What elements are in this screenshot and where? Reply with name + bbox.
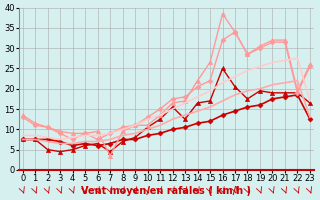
X-axis label: Vent moyen/en rafales ( km/h ): Vent moyen/en rafales ( km/h ) xyxy=(81,186,251,196)
